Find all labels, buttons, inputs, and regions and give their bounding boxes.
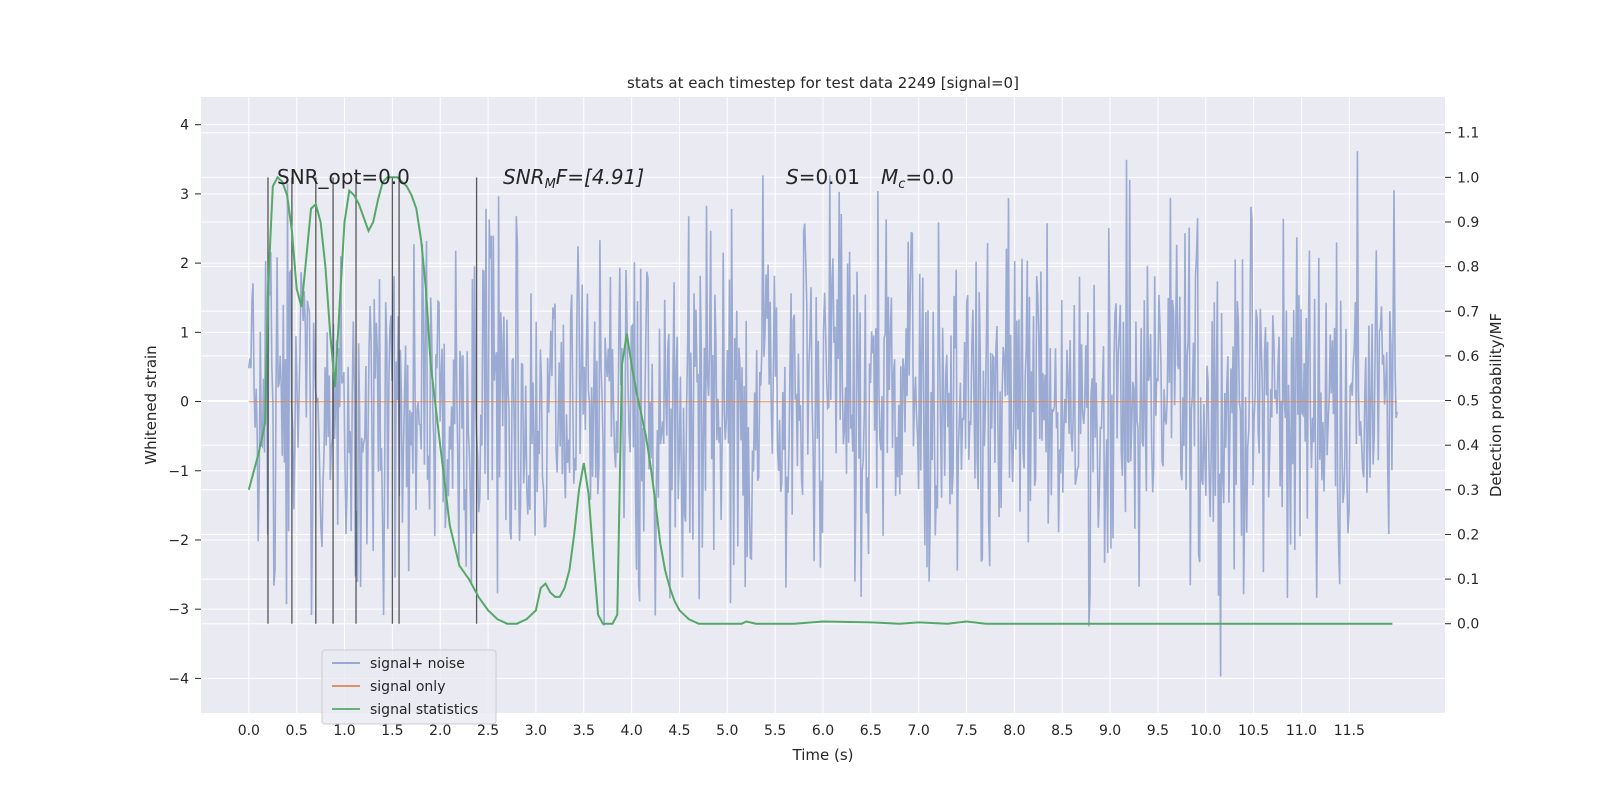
x-tick-label: 5.0 [716,723,738,739]
signal-noise-series [248,151,1398,677]
mc-label: M [881,165,898,189]
chart-title: stats at each timestep for test data 224… [627,74,1019,92]
snr-mf-base: SNR [503,165,545,189]
y2-tick-label: 0.3 [1457,483,1479,499]
x-tick-label: 0.5 [286,723,308,739]
y2-tick-label: 0.1 [1457,572,1479,588]
y-tick-label: 0 [180,395,189,411]
y-axis-ticks: 4 3 2 1 0 −1 −2 −3 −4 [168,118,201,687]
x-tick-label: 6.0 [812,723,834,739]
s-label: S [786,165,799,189]
y-tick-label: −1 [168,464,189,480]
y2-axis-ticks: 1.1 1.0 0.9 0.8 0.7 0.6 0.5 0.4 0.3 0.2 0.1 0.0 [1445,126,1479,633]
legend-label-signal-only: signal only [370,679,445,695]
y-tick-label: −2 [168,533,189,549]
x-tick-label: 4.5 [668,723,690,739]
x-tick-label: 10.5 [1238,723,1269,739]
x-tick-label: 9.0 [1099,723,1121,739]
x-tick-label: 2.5 [477,723,499,739]
y-tick-label: −4 [168,671,189,687]
y2-tick-label: 0.6 [1457,349,1479,365]
x-tick-label: 11.0 [1286,723,1317,739]
y2-axis-label: Detection probability/MF [1487,313,1505,497]
x-tick-label: 1.5 [381,723,403,739]
legend-label-signal-noise: signal+ noise [370,656,465,672]
mc-value: =0.0 [905,165,954,189]
x-tick-label: 3.5 [573,723,595,739]
y2-tick-label: 0.9 [1457,215,1479,231]
y2-tick-label: 0.4 [1457,438,1479,454]
y2-tick-label: 0.2 [1457,527,1479,543]
y2-tick-label: 1.0 [1457,170,1479,186]
legend-box [321,649,497,725]
x-tick-label: 5.5 [764,723,786,739]
x-tick-label: 7.5 [955,723,977,739]
annotation-s: S=0.01 [786,165,860,189]
signal-statistics-line [247,175,1393,625]
snr-mf-rest: F=[4.91] [556,165,644,189]
annotation-mc: Mc=0.0 [881,165,954,192]
x-tick-label: 2.0 [429,723,451,739]
annotation-snr-mf: SNRMF=[4.91] [503,165,644,192]
y-tick-label: 1 [180,325,189,341]
annotation-snr-opt: SNR_opt=0.0 [277,165,410,189]
y-axis-label: Whitened strain [142,345,160,464]
legend-label-signal-statistics: signal statistics [370,702,478,718]
x-axis-label: Time (s) [792,746,854,764]
y-tick-label: −3 [168,602,189,618]
x-axis-ticks: 0.0 0.5 1.0 1.5 2.0 2.5 3.0 3.5 4.0 4.5 5.0 5.5 6.0 6… [238,723,1365,739]
snr-mf-sub: M [545,177,556,192]
vertical-markers [267,177,478,624]
legend: signal+ noise signal only signal statist… [321,649,497,725]
x-tick-label: 6.5 [860,723,882,739]
y-tick-label: 2 [180,256,189,272]
y2-tick-label: 0.8 [1457,260,1479,276]
x-tick-label: 0.0 [238,723,260,739]
mc-sub: c [898,177,905,192]
y-tick-label: 4 [180,118,189,134]
x-tick-label: 4.0 [620,723,642,739]
x-tick-label: 11.5 [1334,723,1365,739]
signal-noise-line [248,151,1398,677]
x-tick-label: 10.0 [1190,723,1221,739]
x-tick-label: 3.0 [525,723,547,739]
y2-tick-label: 0.5 [1457,394,1479,410]
y2-tick-label: 0.7 [1457,304,1479,320]
x-tick-label: 9.5 [1147,723,1169,739]
y2-tick-label: 0.0 [1457,617,1479,633]
s-value: =0.01 [799,165,860,189]
x-tick-label: 8.0 [1003,723,1025,739]
y2-tick-label: 1.1 [1457,126,1479,142]
x-tick-label: 1.0 [333,723,355,739]
x-tick-label: 7.0 [908,723,930,739]
y-tick-label: 3 [180,187,189,203]
x-tick-label: 8.5 [1051,723,1073,739]
signal-statistics-series [247,175,1393,625]
